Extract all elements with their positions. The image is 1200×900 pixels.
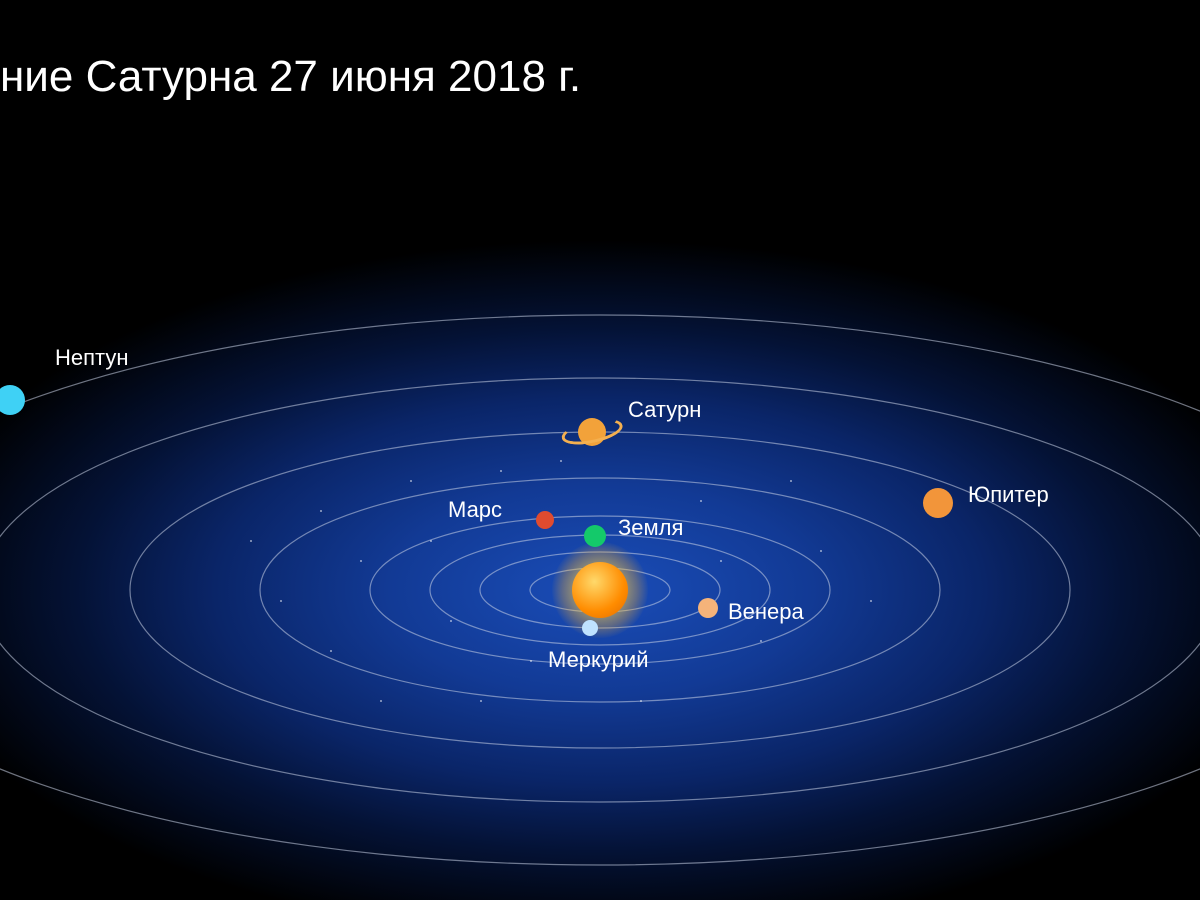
star	[280, 600, 282, 602]
orbit-layer	[0, 0, 1200, 900]
jupiter-planet	[923, 488, 953, 518]
star	[360, 560, 362, 562]
star	[760, 640, 762, 642]
star	[320, 510, 322, 512]
mars-planet	[536, 511, 554, 529]
star	[480, 700, 482, 702]
venus-label: Венера	[728, 599, 804, 625]
star	[500, 470, 502, 472]
star	[560, 460, 562, 462]
star	[380, 700, 382, 702]
sun	[572, 562, 628, 618]
star	[430, 540, 432, 542]
saturn-label: Сатурн	[628, 397, 701, 423]
mercury-label: Меркурий	[548, 647, 648, 673]
neptune-label: Нептун	[55, 345, 129, 371]
venus-planet	[698, 598, 718, 618]
star	[720, 560, 722, 562]
mercury-planet	[582, 620, 598, 636]
earth-planet	[584, 525, 606, 547]
star	[700, 500, 702, 502]
star	[870, 600, 872, 602]
star	[330, 650, 332, 652]
star	[790, 480, 792, 482]
star	[250, 540, 252, 542]
solar-system-diagram: ние Сатурна 27 июня 2018 г. МеркурийВене…	[0, 0, 1200, 900]
star	[410, 480, 412, 482]
star	[640, 700, 642, 702]
star	[530, 660, 532, 662]
jupiter-label: Юпитер	[968, 482, 1049, 508]
star	[820, 550, 822, 552]
mars-label: Марс	[448, 497, 502, 523]
star	[450, 620, 452, 622]
earth-label: Земля	[618, 515, 683, 541]
